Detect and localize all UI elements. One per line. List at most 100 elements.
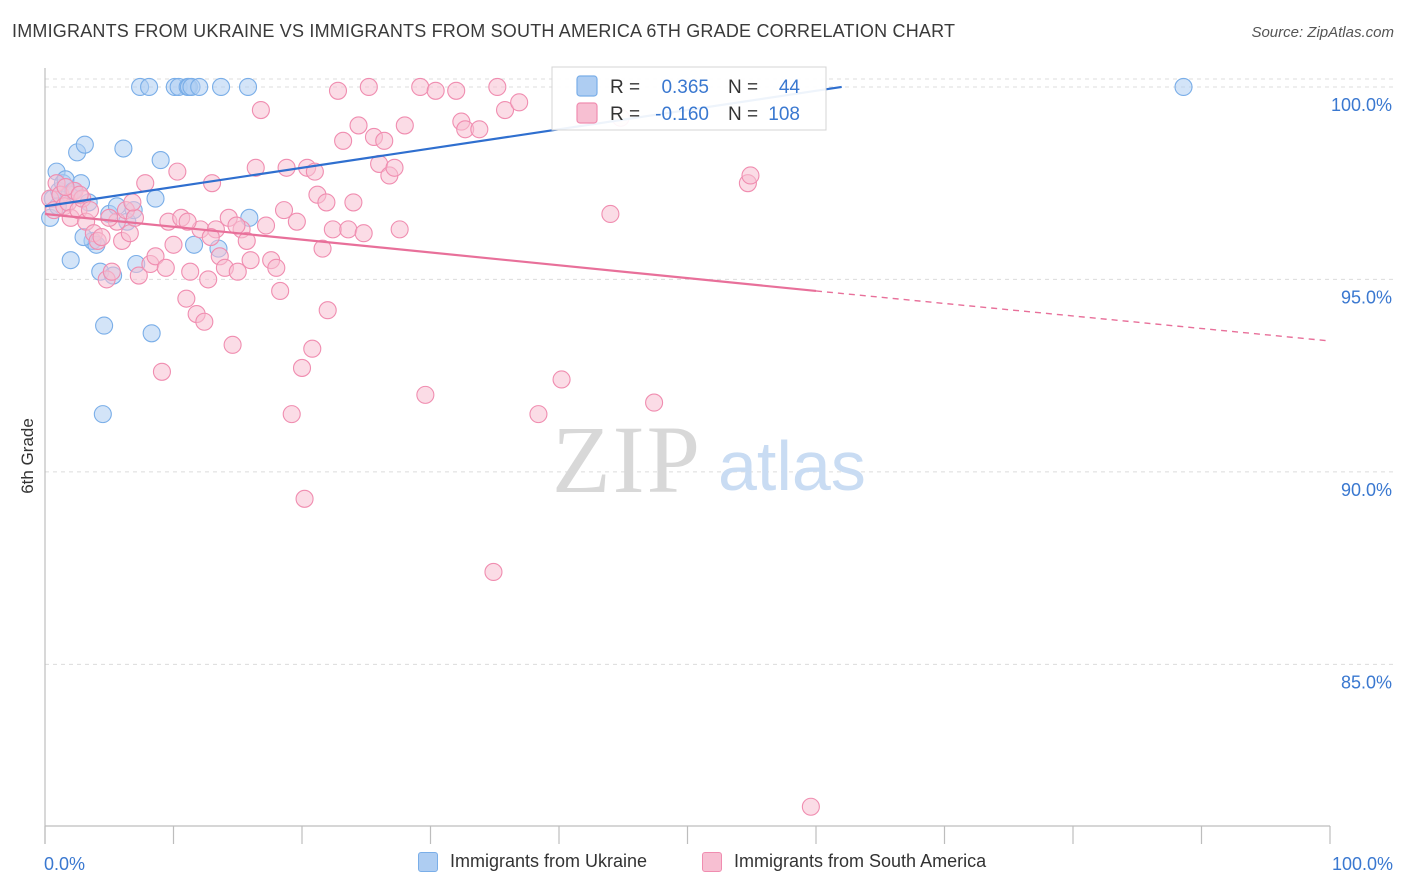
data-point-blue [185, 235, 204, 254]
data-point-pink [510, 93, 529, 112]
data-point-pink [447, 81, 466, 100]
legend-label-ukraine: Immigrants from Ukraine [450, 851, 648, 871]
y-tick-label: 90.0% [1341, 480, 1392, 500]
data-point-pink [102, 262, 121, 281]
legend-n-label: N = [728, 104, 758, 125]
data-point-pink [552, 370, 571, 389]
data-point-pink [287, 212, 306, 231]
data-point-blue [140, 77, 159, 96]
data-point-blue [93, 405, 112, 424]
data-point-blue [146, 189, 165, 208]
x-tick-label-max: 100.0% [1332, 854, 1393, 874]
data-point-blue [75, 135, 94, 154]
data-point-blue [95, 316, 114, 335]
data-point-pink [201, 228, 220, 247]
data-point-pink [70, 185, 89, 204]
legend-box-frame [551, 66, 827, 131]
legend-r-value: 0.365 [661, 77, 709, 98]
legend-item-ukraine: Immigrants from Ukraine [418, 851, 647, 872]
watermark: ZIP atlas [552, 406, 866, 513]
y-tick-label: 85.0% [1341, 672, 1392, 692]
legend-r-label: R = [610, 77, 640, 98]
correlation-legend: R = 0.365 N = 44 R = -0.160 N = 108 [551, 66, 827, 131]
data-point-pink [318, 301, 337, 320]
data-point-pink [323, 220, 342, 239]
data-point-pink [317, 193, 336, 212]
data-point-pink [334, 131, 353, 150]
data-point-pink [136, 174, 155, 193]
data-point-pink [339, 220, 358, 239]
data-point-pink [484, 562, 503, 581]
source-label: Source: ZipAtlas.com [1251, 24, 1394, 41]
data-point-pink [120, 224, 139, 243]
data-point-blue [151, 151, 170, 170]
data-point-pink [123, 193, 142, 212]
data-point-pink [359, 77, 378, 96]
legend-label-south-america: Immigrants from South America [734, 851, 987, 871]
data-point-pink [354, 224, 373, 243]
data-point-blue [211, 77, 231, 96]
legend-n-label: N = [728, 77, 758, 98]
data-point-pink [274, 201, 294, 220]
data-point-blue [61, 251, 80, 270]
data-point-pink [251, 100, 270, 120]
data-point-pink [741, 166, 760, 185]
watermark-atlas: atlas [718, 427, 866, 505]
data-point-pink [349, 116, 368, 135]
data-point-pink [271, 281, 290, 301]
data-point-pink [146, 247, 165, 266]
data-point-blue [1174, 77, 1193, 96]
data-point-pink [385, 158, 404, 177]
y-tick-label: 95.0% [1341, 287, 1392, 307]
watermark-zip: ZIP [552, 406, 702, 513]
legend-swatch-ukraine [418, 851, 438, 872]
data-point-pink [80, 201, 100, 220]
data-point-blue [142, 324, 161, 343]
legend-r-value: -0.160 [655, 104, 709, 125]
data-point-pink [156, 258, 175, 277]
data-point-pink [328, 81, 348, 100]
legend-item-south-america: Immigrants from South America [702, 851, 986, 872]
data-point-pink [228, 262, 247, 281]
data-point-pink [177, 289, 196, 308]
data-point-pink [395, 116, 414, 135]
chart-title: IMMIGRANTS FROM UKRAINE VS IMMIGRANTS FR… [12, 21, 956, 41]
data-point-pink [470, 120, 489, 139]
data-point-pink [267, 258, 286, 277]
data-point-pink [246, 158, 265, 177]
data-point-pink [390, 220, 409, 239]
data-point-blue [238, 77, 258, 96]
data-point-pink [282, 405, 301, 424]
data-point-pink [411, 77, 430, 96]
data-point-pink [237, 231, 256, 250]
data-point-pink [129, 266, 148, 285]
data-point-pink [199, 270, 218, 289]
data-point-pink [241, 251, 260, 270]
data-point-pink [181, 262, 200, 281]
data-point-pink [313, 239, 332, 258]
data-point-blue [190, 77, 209, 96]
legend-swatch-south-america [702, 851, 722, 872]
legend-r-label: R = [610, 104, 640, 125]
series-south-america-points [41, 77, 820, 816]
data-point-pink [801, 797, 820, 816]
data-point-pink [495, 100, 515, 120]
data-point-pink [416, 385, 435, 404]
data-point-pink [645, 393, 664, 412]
data-point-pink [168, 162, 187, 181]
data-point-pink [303, 339, 322, 358]
data-point-pink [375, 131, 394, 150]
data-point-pink [344, 193, 363, 212]
data-point-pink [426, 81, 445, 100]
data-point-pink [100, 208, 119, 227]
legend-box-swatch-pink [576, 102, 598, 124]
data-point-pink [56, 177, 75, 197]
legend-n-value: 44 [779, 77, 801, 98]
data-point-pink [92, 228, 111, 247]
data-point-pink [601, 204, 620, 224]
x-tick-label-min: 0.0% [44, 854, 85, 874]
legend-n-value: 108 [768, 104, 800, 125]
data-point-pink [195, 312, 214, 331]
data-point-pink [295, 489, 314, 508]
